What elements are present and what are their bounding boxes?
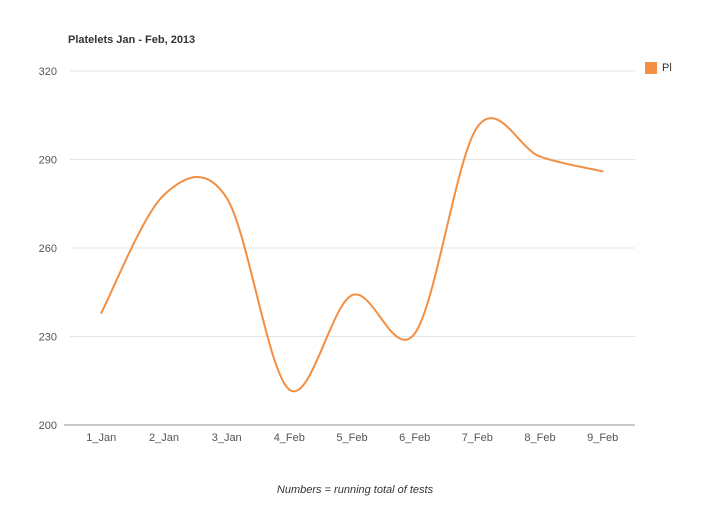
x-axis-tick-label: 2_Jan [149,432,179,444]
chart-title: Platelets Jan - Feb, 2013 [68,34,196,46]
x-axis-tick-label: 9_Feb [587,432,618,444]
y-axis-tick-label: 260 [39,243,57,255]
x-axis-tick-label: 3_Jan [212,432,242,444]
legend-item-pl[interactable]: Pl [645,62,672,74]
x-axis-tick-label: 8_Feb [524,432,555,444]
y-axis-tick-label: 230 [39,332,57,344]
chart-caption: Numbers = running total of tests [276,484,434,496]
x-axis-tick-label: 5_Feb [336,432,367,444]
x-axis-tick-label: 4_Feb [274,432,305,444]
x-axis-tick-label: 1_Jan [86,432,116,444]
series-line-pl[interactable] [100,117,604,393]
legend-swatch-icon [645,62,657,74]
y-axis-tick-label: 320 [39,66,57,78]
y-axis-tick-label: 290 [39,155,57,167]
y-axis-tick-label: 200 [39,420,57,432]
legend-label: Pl [662,62,672,74]
x-axis-tick-label: 6_Feb [399,432,430,444]
x-axis-tick-label: 7_Feb [462,432,493,444]
